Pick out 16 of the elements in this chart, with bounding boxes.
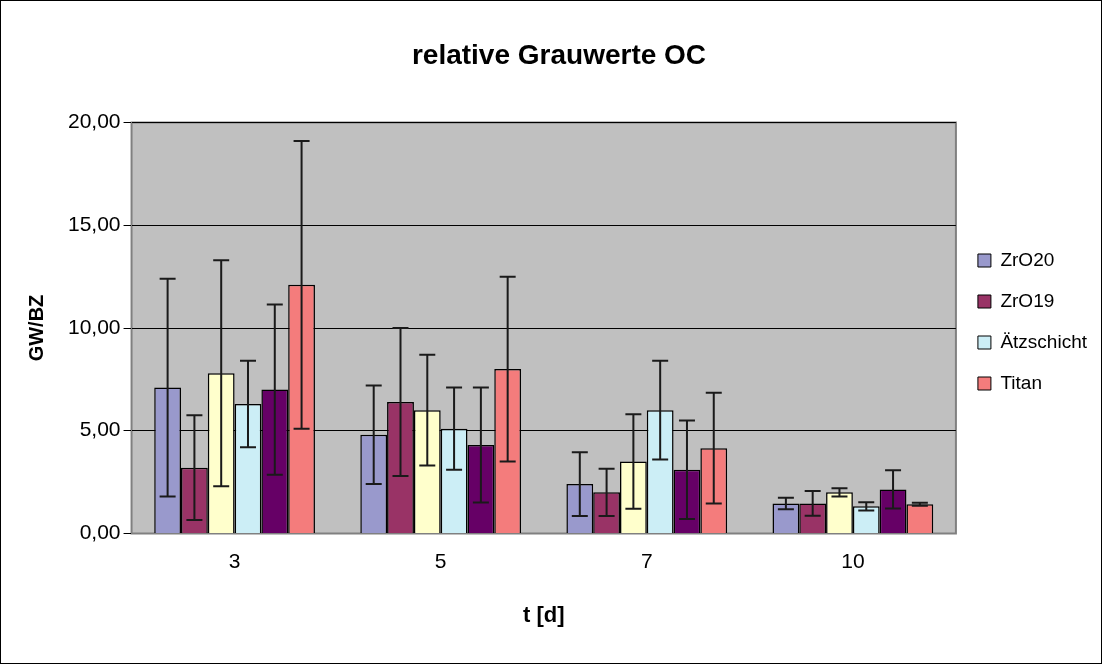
legend-label: ZrO20 [1000,248,1055,270]
x-axis-title: t [d] [522,601,565,627]
x-tick-label: 3 [228,548,241,572]
legend-label: ZrO19 [1000,289,1055,311]
legend-label: Titan [1000,371,1042,393]
x-tick-label: 5 [434,548,447,572]
y-tick-label: 5,00 [79,417,121,441]
y-tick-label: 10,00 [67,314,121,338]
chart-title: relative Grauwerte OC [411,38,707,70]
x-tick-label: 7 [640,548,653,572]
y-tick-label: 0,00 [79,520,121,544]
legend-label: Ätzschicht [1000,330,1088,352]
y-axis-title: GW/BZ [24,294,47,362]
y-tick-label: 20,00 [67,109,121,133]
x-tick-label: 10 [841,548,865,572]
y-tick-label: 15,00 [67,212,121,236]
